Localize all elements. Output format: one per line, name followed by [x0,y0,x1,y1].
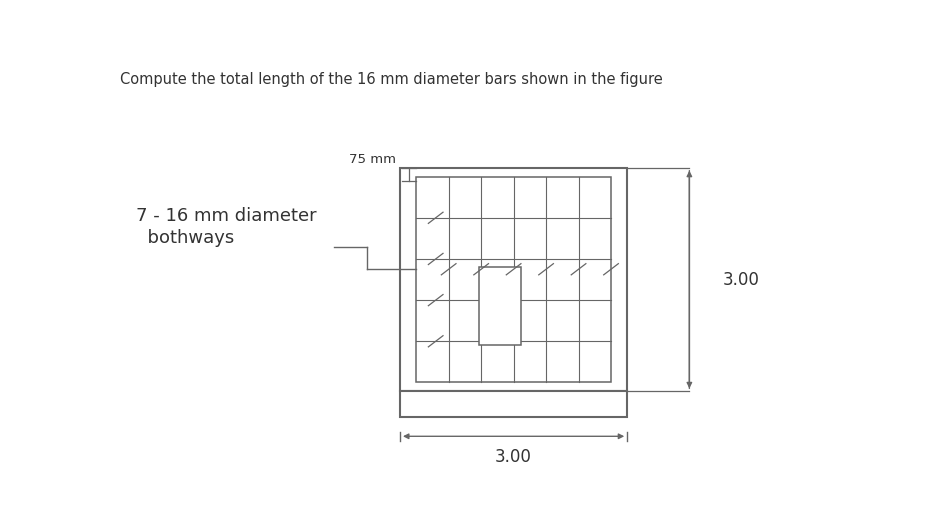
Text: 75 mm: 75 mm [349,153,396,166]
Text: Compute the total length of the 16 mm diameter bars shown in the figure: Compute the total length of the 16 mm di… [120,72,663,87]
Text: 3.00: 3.00 [721,270,758,289]
Text: 7 - 16 mm diameter: 7 - 16 mm diameter [136,207,317,225]
Bar [399,391,627,417]
Text: 3.00: 3.00 [495,448,531,466]
Text: bothways: bothways [136,228,234,247]
Bar [415,177,611,382]
Bar [478,267,521,346]
Bar [399,168,627,391]
